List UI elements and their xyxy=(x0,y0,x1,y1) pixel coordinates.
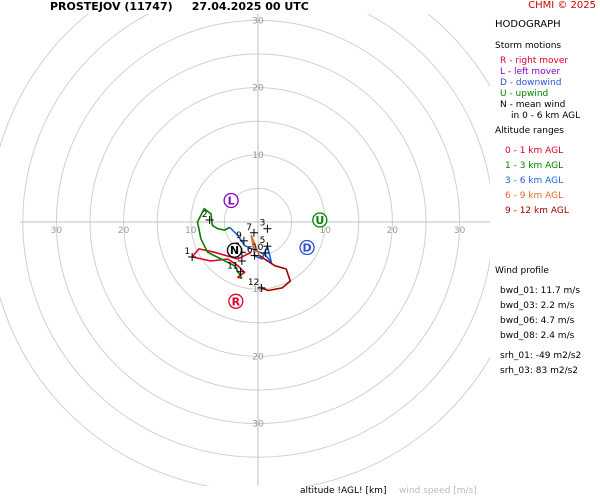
altitude-range-item-1: 1 - 3 km AGL xyxy=(505,161,564,171)
tick-label-west-2: 30 xyxy=(51,226,63,236)
storm-motion-circle-U xyxy=(312,212,328,228)
altitude-label-5: 6 xyxy=(247,246,253,256)
tick-label-west-1: 20 xyxy=(118,226,130,236)
storm-motion-circle-N xyxy=(226,242,243,258)
altitude-label-2: 3 xyxy=(260,219,266,229)
helicity-item-0: srh_01: -49 m2/s2 xyxy=(500,351,582,361)
panel-heading: HODOGRAPH xyxy=(495,19,561,30)
storm-motion-item-3: U - upwind xyxy=(500,89,549,99)
tick-label-east-0: 10 xyxy=(319,226,331,236)
hodograph-segment-1 xyxy=(196,207,243,279)
hodograph-segment-2 xyxy=(229,226,273,264)
tick-label-north-1: 20 xyxy=(252,84,264,94)
altitude-range-item-2: 3 - 6 km AGL xyxy=(505,176,564,186)
hodograph-segment-4 xyxy=(258,254,292,292)
tick-label-west-0: 10 xyxy=(185,226,197,236)
altitude-label-0: 1 xyxy=(184,247,190,257)
altitude-label-1: 2 xyxy=(202,210,208,220)
storm-motion-label-D: D xyxy=(302,242,311,255)
altitude-range-item-4: 9 - 12 km AGL xyxy=(505,206,569,216)
altitude-label-4: 5 xyxy=(260,236,266,246)
storm-motion-item-4: N - mean wind xyxy=(500,100,566,110)
storm-motion-label-R: R xyxy=(232,295,241,308)
storm-motion-circle-R xyxy=(228,293,244,309)
tick-label-south-2: 30 xyxy=(252,420,264,430)
tick-label-south-0: 10 xyxy=(252,285,264,295)
altitude-range-item-3: 6 - 9 km AGL xyxy=(505,191,564,201)
helicity-item-1: srh_03: 83 m2/s2 xyxy=(500,366,579,376)
tick-label-east-1: 20 xyxy=(387,226,399,236)
storm-motion-circle-L xyxy=(223,192,239,209)
altitude-label-9: 10 xyxy=(252,243,264,253)
tick-label-east-2: 30 xyxy=(454,226,466,236)
tick-label-north-0: 10 xyxy=(252,151,264,161)
hodograph-segment-0 xyxy=(191,248,252,280)
altitude-unit-label: altitude !AGL! [km] xyxy=(300,486,387,496)
altitude-label-8: 9 xyxy=(236,231,242,241)
tick-label-north-2: 30 xyxy=(252,16,264,26)
wind-profile-item-3: bwd_08: 2.4 m/s xyxy=(500,331,575,341)
altitude-label-10: 11 xyxy=(227,262,238,272)
wind-profile-title: Wind profile xyxy=(495,266,549,276)
windspeed-unit-label: wind speed [m/s] xyxy=(399,486,477,496)
copyright-label: CHMI © 2025 xyxy=(528,0,596,11)
storm-motion-item-0: R - right mover xyxy=(500,56,569,66)
tick-label-south-1: 20 xyxy=(252,352,264,362)
wind-profile-item-2: bwd_06: 4.7 m/s xyxy=(500,316,575,326)
storm-motion-circle-D xyxy=(299,239,315,256)
wind-profile-item-0: bwd_01: 11.7 m/s xyxy=(500,286,581,296)
storm-motion-item-5: in 0 - 6 km AGL xyxy=(511,111,581,121)
altitude-label-11: 12 xyxy=(248,278,259,288)
wind-profile-item-1: bwd_03: 2.2 m/s xyxy=(500,301,575,311)
hodograph-segment-3 xyxy=(250,234,261,256)
altitude-ranges-title: Altitude ranges xyxy=(495,126,564,136)
altitude-label-6: 7 xyxy=(246,223,252,233)
chart-title: PROSTEJOV (11747) 27.04.2025 00 UTC xyxy=(50,0,309,13)
storm-motion-item-2: D - downwind xyxy=(500,78,562,88)
storm-motions-title: Storm motions xyxy=(495,41,562,51)
storm-motion-label-L: L xyxy=(228,194,235,207)
storm-motion-label-U: U xyxy=(315,214,324,227)
altitude-range-item-0: 0 - 1 km AGL xyxy=(505,146,564,156)
storm-motion-item-1: L - left mover xyxy=(500,67,561,77)
storm-motion-label-N: N xyxy=(230,244,239,257)
